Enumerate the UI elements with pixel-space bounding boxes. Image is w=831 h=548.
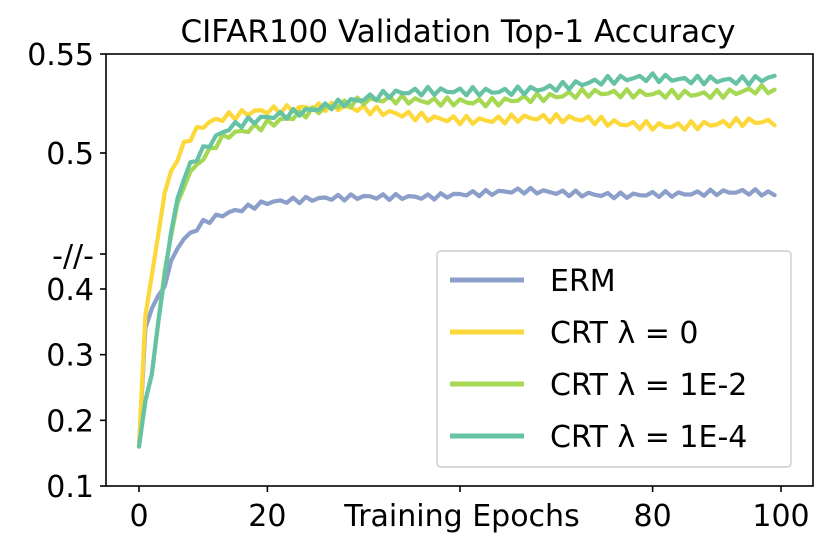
series-line: [136, 185, 777, 449]
y-tick-label: 0.55: [27, 38, 94, 73]
chart-title: CIFAR100 Validation Top-1 Accuracy: [180, 14, 735, 50]
x-axis-label: Training Epochs: [343, 499, 579, 534]
x-tick-label: 20: [248, 499, 286, 534]
legend-box: [436, 250, 792, 468]
series-line: [136, 71, 777, 449]
y-tick-label: 0.1: [46, 470, 94, 505]
legend-label: CRT λ = 0: [550, 316, 699, 351]
x-tick-label: 80: [634, 499, 672, 534]
y-tick-label: 0.3: [46, 339, 94, 374]
legend-label: CRT λ = 1E-4: [550, 420, 747, 455]
y-axis-ticks: 0.55 0.5 0.4 0.3 0.2 0.1: [27, 38, 106, 505]
legend-label: ERM: [550, 264, 616, 299]
legend-items: ERM CRT λ = 0 CRT λ = 1E-2 CRT λ = 1E-4: [450, 264, 747, 455]
series-line: [136, 100, 777, 449]
x-tick-label: 0: [129, 499, 148, 534]
series-line: [136, 83, 777, 449]
legend-label: CRT λ = 1E-2: [550, 368, 747, 403]
legend: ERM CRT λ = 0 CRT λ = 1E-2 CRT λ = 1E-4: [436, 250, 792, 468]
x-tick-label: 100: [752, 499, 809, 534]
y-tick-label: 0.2: [46, 404, 94, 439]
series-lines: [136, 71, 777, 449]
x-axis-ticks: 0 20 80 100: [129, 486, 810, 534]
axis-break-label: -//-: [52, 239, 94, 274]
y-tick-label: 0.4: [46, 273, 94, 308]
y-tick-label: 0.5: [46, 137, 94, 172]
